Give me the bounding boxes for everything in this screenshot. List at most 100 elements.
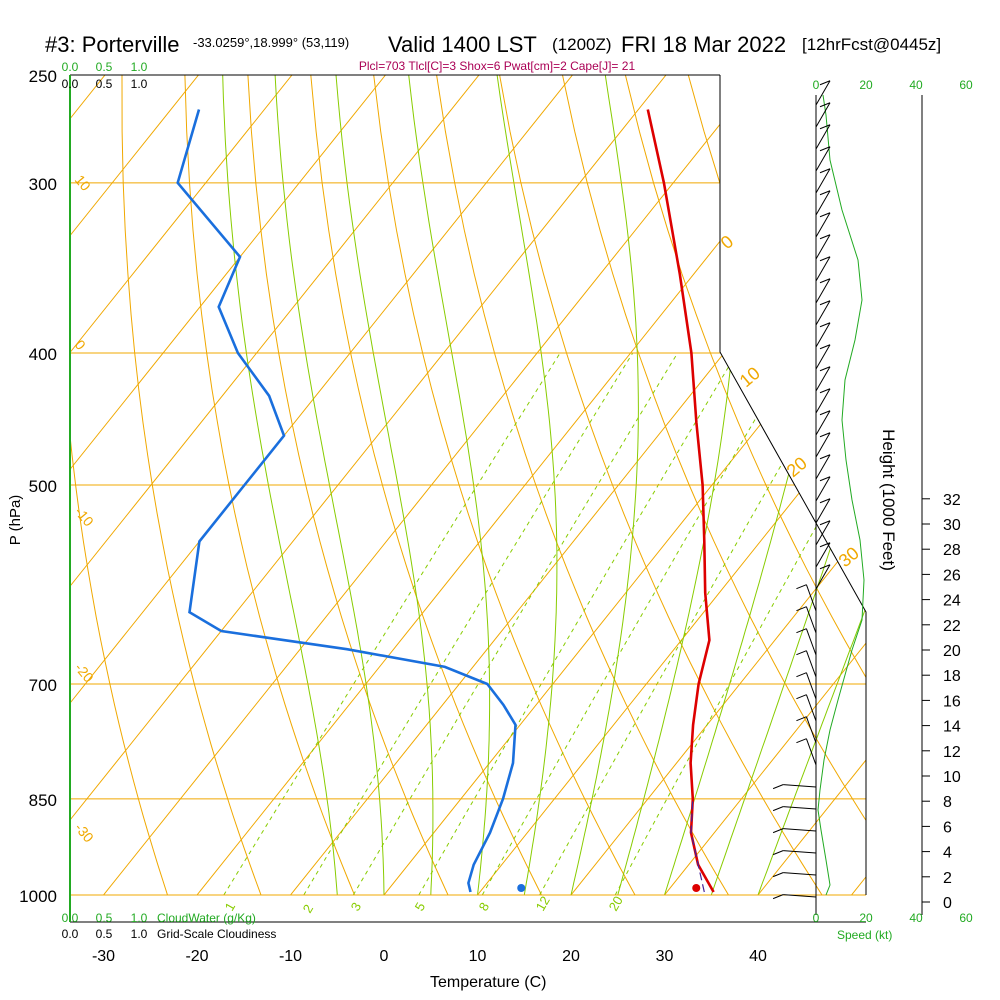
speed-top-tick: 40 (909, 78, 923, 92)
wind-barb (783, 894, 817, 898)
cloudiness-bottom-tick: 0.0 (62, 927, 79, 941)
wind-barb (815, 542, 831, 568)
wind-barb (805, 672, 817, 700)
pressure-tick-label: 500 (29, 477, 57, 496)
wind-barb (815, 498, 831, 524)
mixing-ratio-label: 5 (412, 900, 429, 914)
wind-barb-flag (819, 388, 831, 394)
height-tick-label: 0 (943, 895, 952, 912)
moist-adiabat (335, 75, 434, 895)
isotherm-line (70, 75, 293, 895)
wind-barb-flag (819, 344, 831, 350)
moist-adiabat (408, 75, 491, 895)
wind-barb-flag (772, 894, 784, 900)
wind-barb (805, 694, 817, 722)
height-tick-label: 12 (943, 744, 961, 761)
dry-adiabat (247, 75, 449, 895)
wind-barb-flag (819, 190, 831, 196)
wind-barb (815, 168, 831, 194)
wind-barb (815, 366, 831, 392)
isotherm-label: -10 (72, 504, 97, 530)
cloudiness-top-tick: 0.0 (62, 77, 79, 91)
wind-barb (805, 738, 817, 766)
isotherm-line (851, 75, 866, 895)
cloudwater-bottom-tick: 0.0 (62, 911, 79, 925)
speed-bottom-tick: 20 (859, 911, 873, 925)
dry-adiabat (562, 75, 866, 895)
surface-points (517, 884, 701, 892)
wind-barb-flag (772, 872, 784, 878)
dry-adiabat (310, 75, 542, 895)
wind-barb (783, 850, 817, 854)
moist-adiabat (274, 75, 385, 895)
wind-barb-flag (819, 234, 831, 240)
wind-barbs (772, 80, 831, 900)
isotherm-line (570, 75, 866, 895)
wind-barb-flag (819, 454, 831, 460)
stability-indices: Plcl=703 Tlcl[C]=3 Shox=6 Pwat[cm]=2 Cap… (359, 59, 636, 73)
wind-barb-flag (819, 366, 831, 372)
speed-top-tick: 60 (959, 78, 973, 92)
wind-barb (815, 520, 831, 546)
wind-barb (815, 344, 831, 370)
pressure-tick-label: 250 (29, 67, 57, 86)
wind-barb-flag (819, 168, 831, 174)
height-tick-label: 6 (943, 819, 952, 836)
wind-barb-flag (819, 432, 831, 438)
isotherm-label: 10 (72, 172, 94, 194)
hot-isotherm-label: 20 (783, 453, 811, 481)
cloudwater-label: CloudWater (g/Kg) (157, 911, 256, 925)
wind-barb-flag (796, 628, 807, 634)
cloudiness-label: Grid-Scale Cloudiness (157, 927, 276, 941)
height-tick-label: 26 (943, 567, 961, 584)
wind-barb (805, 606, 817, 634)
speed-bottom-tick: 60 (959, 911, 973, 925)
cloudwater-top-tick: 1.0 (131, 60, 148, 74)
wind-barb (783, 872, 817, 876)
dry-adiabat (373, 75, 636, 895)
station-title: #3: Porterville (45, 32, 180, 57)
wind-barb (815, 102, 831, 128)
speed-top-tick: 0 (813, 78, 820, 92)
height-tick-label: 10 (943, 769, 961, 786)
cloudiness-top-tick: 0.5 (96, 77, 113, 91)
mixing-ratio-label: 8 (476, 900, 493, 914)
dry-adiabat (813, 75, 866, 895)
forecast-date: FRI 18 Mar 2022 (621, 32, 786, 57)
wind-speed-profile (817, 94, 865, 896)
height-tick-label: 2 (943, 870, 952, 887)
dry-adiabat (624, 75, 866, 895)
pressure-tick-label: 700 (29, 676, 57, 695)
speed-bottom-tick: 0 (813, 911, 820, 925)
wind-barb-flag (819, 80, 831, 86)
wind-barb (815, 80, 831, 106)
moist-adiabat (710, 75, 866, 895)
diagram-outline (719, 75, 867, 895)
height-tick-label: 18 (943, 668, 961, 685)
height-tick-label: 28 (943, 542, 961, 559)
dry-adiabat (184, 75, 355, 895)
cloudiness-bottom-tick: 1.0 (131, 927, 148, 941)
wind-barb-flag (819, 542, 831, 548)
wind-barb (815, 410, 831, 436)
surface-dewpoint-point (517, 884, 526, 892)
wind-barb (805, 716, 817, 744)
temperature-profile (646, 109, 715, 893)
cloudwater-top-tick: 0.0 (62, 60, 79, 74)
wind-barb-flag (819, 322, 831, 328)
dry-adiabat (499, 75, 823, 895)
wind-barb-flag (819, 564, 831, 570)
isotherm-label: -30 (72, 820, 97, 846)
temperature-tick-label: 0 (380, 948, 389, 965)
cloudwater-top-tick: 0.5 (96, 60, 113, 74)
speed-bottom-tick: 40 (909, 911, 923, 925)
mixing-ratio-label: 3 (348, 900, 365, 914)
dewpoint-profile (176, 109, 517, 893)
speed-label: Speed (kt) (837, 928, 892, 942)
wind-barb (815, 454, 831, 480)
height-tick-label: 16 (943, 693, 961, 710)
